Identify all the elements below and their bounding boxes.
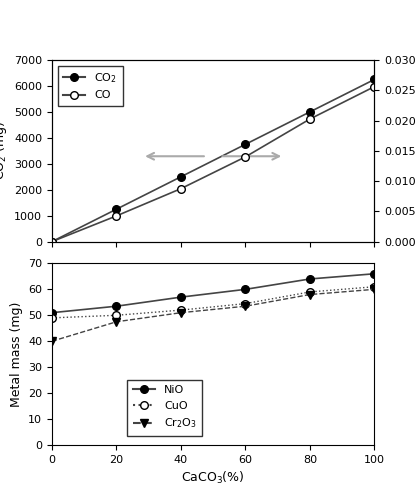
Legend: NiO, CuO, Cr$_2$O$_3$: NiO, CuO, Cr$_2$O$_3$ [127,380,202,436]
Legend: CO$_2$, CO: CO$_2$, CO [57,66,123,106]
X-axis label: CaCO$_3$(%): CaCO$_3$(%) [181,470,245,486]
Y-axis label: CO$_2$ (mg): CO$_2$ (mg) [0,121,9,180]
Y-axis label: Metal mass (mg): Metal mass (mg) [10,302,22,407]
